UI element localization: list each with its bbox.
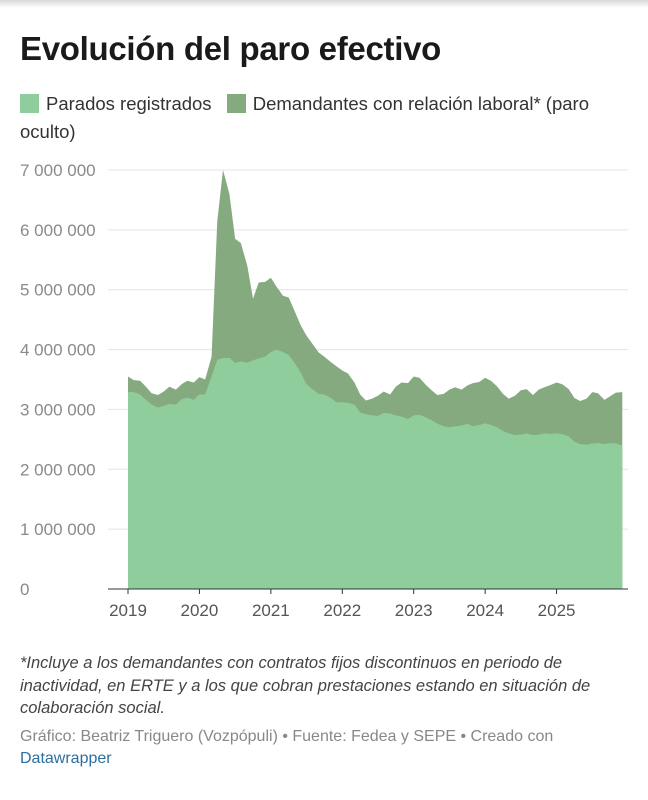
y-tick-label: 2 000 000 xyxy=(20,460,96,479)
legend-swatch-parados xyxy=(20,94,39,113)
areas xyxy=(128,170,623,589)
y-tick-label: 0 xyxy=(20,580,29,599)
legend-label-parados: Parados registrados xyxy=(46,93,212,114)
datawrapper-link[interactable]: Datawrapper xyxy=(20,749,112,767)
x-tick-label: 2025 xyxy=(538,601,576,620)
x-tick-label: 2024 xyxy=(466,601,504,620)
x-tick-label: 2023 xyxy=(395,601,433,620)
area-chart: 0 1 000 000 2 000 000 3 000 000 4 000 000 5 0… xyxy=(20,161,628,620)
area-parados-registrados xyxy=(128,349,623,589)
legend-item-paro-oculto: Demandantes con relación laboral* (paro … xyxy=(20,93,589,142)
y-tick-label: 5 000 000 xyxy=(20,281,96,300)
x-tick-label: 2021 xyxy=(252,601,290,620)
top-shadow-bar xyxy=(0,0,648,8)
y-tick-label: 3 000 000 xyxy=(20,400,96,419)
footnote: *Incluye a los demandantes con contratos… xyxy=(20,654,591,717)
chart-title: Evolución del paro efectivo xyxy=(20,30,441,67)
legend-label-paro-oculto: Demandantes con relación laboral* (paro … xyxy=(20,93,589,142)
y-tick-label: 6 000 000 xyxy=(20,221,96,240)
y-tick-label: 1 000 000 xyxy=(20,520,96,539)
legend-item-parados: Parados registrados xyxy=(20,93,212,114)
x-tick-label: 2019 xyxy=(109,601,147,620)
x-tick-label: 2022 xyxy=(323,601,361,620)
y-tick-label: 7 000 000 xyxy=(20,161,96,180)
y-axis-labels: 0 1 000 000 2 000 000 3 000 000 4 000 000 5 0… xyxy=(20,161,96,599)
y-tick-label: 4 000 000 xyxy=(20,341,96,360)
x-tick-label: 2020 xyxy=(181,601,219,620)
x-axis: 2019 2020 2021 2022 2023 2024 2025 xyxy=(108,588,628,620)
credits-footer: Gráfico: Beatriz Triguero (Vozpópuli) • … xyxy=(20,726,620,769)
legend: Parados registrados Demandantes con rela… xyxy=(20,90,630,146)
credits-text: Gráfico: Beatriz Triguero (Vozpópuli) • … xyxy=(20,728,554,745)
legend-swatch-paro-oculto xyxy=(226,94,246,113)
